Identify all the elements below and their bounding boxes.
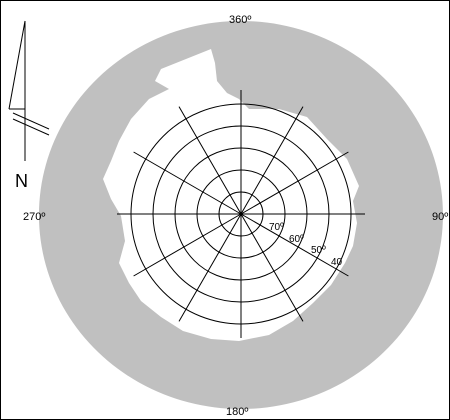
bearing-label-90: 90º	[432, 211, 448, 223]
north-arrow-icon	[8, 20, 50, 161]
latitude-label-40: 40	[331, 257, 343, 268]
bearing-label-270: 270º	[23, 211, 45, 223]
north-arrow-label: N	[15, 171, 28, 191]
land-mass	[38, 21, 443, 410]
meridian-line	[178, 213, 242, 322]
latitude-label-70: 70º	[269, 222, 284, 233]
latitude-label-60: 60º	[289, 234, 304, 245]
meridian-line	[133, 151, 242, 215]
latitude-label-50: 50º	[311, 245, 326, 256]
meridian-line	[240, 106, 304, 215]
meridian-line	[240, 151, 349, 215]
meridian-line	[240, 213, 349, 277]
bearing-label-360: 360º	[229, 14, 251, 26]
meridian-line	[240, 213, 304, 322]
graticule	[117, 90, 365, 338]
meridian-line	[178, 106, 242, 215]
meridian-line	[133, 213, 242, 277]
bearing-label-180: 180º	[226, 406, 248, 418]
